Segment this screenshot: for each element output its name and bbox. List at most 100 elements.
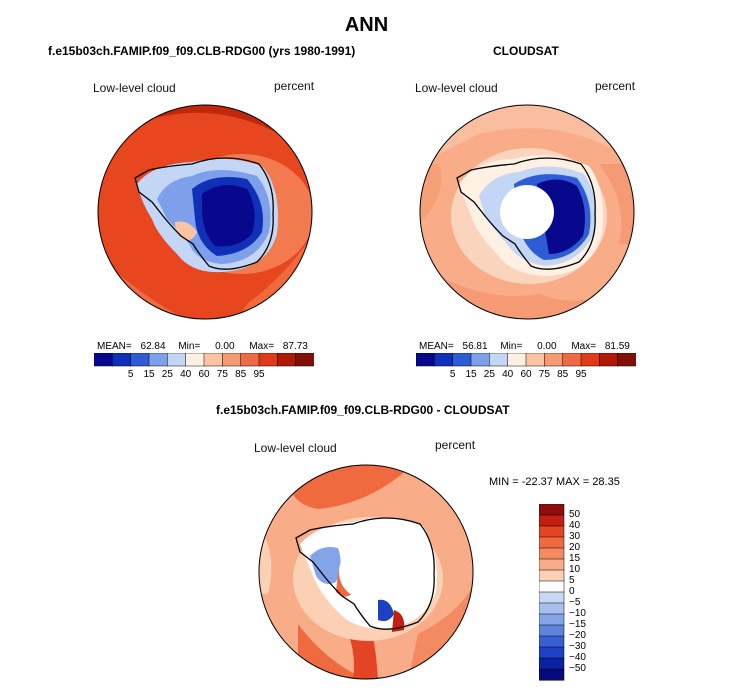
colorbar-swatch — [539, 569, 565, 582]
colorbar-tick-label: 75 — [216, 369, 228, 380]
colorbar-tick-label: 85 — [235, 369, 247, 380]
panel-1-variable: Low-level cloud — [93, 81, 176, 95]
panel-1-title: f.e15b03ch.FAMIP.f09_f09.CLB-RDG00 (yrs … — [48, 44, 356, 58]
colorbar-tick-label: −15 — [569, 619, 586, 630]
colorbar-tick-label: 40 — [569, 520, 581, 531]
panel-1-min: 0.00 — [215, 341, 235, 352]
panel-1-mean-label: MEAN= — [97, 341, 132, 352]
colorbar-swatch — [277, 353, 297, 367]
colorbar-tick-label: 50 — [569, 509, 581, 520]
panel-3-units: percent — [435, 438, 476, 452]
colorbar-swatch — [148, 353, 169, 367]
panel-2-title: CLOUDSAT — [493, 44, 559, 58]
colorbar-tick-label: −20 — [569, 630, 586, 641]
colorbar-swatch — [539, 536, 565, 549]
panel-2-colorbar: 5 15 25 40 60 75 85 95 — [416, 353, 636, 383]
colorbar-tick-label: 25 — [161, 369, 173, 380]
colorbar-swatches — [539, 504, 565, 681]
panel-1-stats: MEAN= 62.84 Min= 0.00 Max= 87.73 — [97, 341, 308, 352]
colorbar-tick-label: 25 — [483, 369, 495, 380]
panel-1-max: 87.73 — [282, 341, 308, 352]
colorbar-swatch — [539, 558, 565, 571]
colorbar-tick-label: 10 — [569, 564, 581, 575]
colorbar-swatch — [203, 353, 224, 367]
colorbar-swatch — [222, 353, 242, 367]
colorbar-tick-label: 85 — [557, 369, 569, 380]
colorbar-swatch — [507, 353, 527, 367]
colorbar-swatch — [295, 353, 314, 367]
colorbar-swatch — [539, 668, 565, 681]
colorbar-tick-label: 95 — [253, 369, 265, 380]
colorbar-tick-label: −5 — [569, 597, 581, 608]
colorbar-swatch — [489, 353, 509, 367]
colorbar-swatch — [539, 602, 565, 615]
main-title: ANN — [344, 14, 389, 36]
panel-1-mean: 62.84 — [140, 341, 166, 352]
colorbar-tick-label: 40 — [180, 369, 192, 380]
colorbar-tick-label: 15 — [465, 369, 477, 380]
panel-2-max-label: Max= — [571, 341, 597, 352]
colorbar-tick-label: 20 — [569, 542, 581, 553]
panel-3-variable: Low-level cloud — [254, 441, 337, 455]
panel-3-map — [258, 464, 474, 680]
panel-2-map — [419, 104, 635, 320]
colorbar-tick-label: 30 — [569, 531, 581, 542]
colorbar-swatch — [539, 547, 565, 560]
colorbar-swatches — [416, 353, 636, 367]
colorbar-tick-label: 5 — [569, 575, 575, 586]
panel-3-title: f.e15b03ch.FAMIP.f09_f09.CLB-RDG00 - CLO… — [216, 403, 510, 417]
colorbar-tick-label: 5 — [127, 369, 134, 380]
panel-1-units: percent — [274, 79, 315, 93]
colorbar-swatch — [617, 353, 636, 367]
colorbar-swatch — [539, 514, 565, 527]
colorbar-swatch — [539, 635, 565, 648]
colorbar-swatch — [539, 504, 565, 516]
colorbar-swatch — [539, 580, 565, 593]
colorbar-swatch — [416, 353, 436, 367]
colorbar-tick-label: −40 — [569, 652, 586, 663]
colorbar-swatch — [258, 353, 279, 367]
colorbar-swatch — [452, 353, 472, 367]
colorbar-swatch — [130, 353, 150, 367]
colorbar-tick-label: 75 — [538, 369, 550, 380]
panel-2-min: 0.00 — [537, 341, 557, 352]
colorbar-tick-label: −50 — [569, 663, 586, 674]
panel-2-mean-label: MEAN= — [419, 341, 454, 352]
panel-2-mean: 56.81 — [462, 341, 488, 352]
colorbar-swatch — [470, 353, 491, 367]
panel-1-max-label: Max= — [249, 341, 275, 352]
panel-1-map — [97, 104, 313, 320]
panel-2-max: 81.59 — [604, 341, 630, 352]
colorbar-tick-label: 60 — [198, 369, 210, 380]
colorbar-tick-label: −30 — [569, 641, 586, 652]
panel-2-min-label: Min= — [500, 341, 523, 352]
colorbar-swatch — [112, 353, 132, 367]
colorbar-swatch — [434, 353, 454, 367]
colorbar-tick-label: 5 — [449, 369, 456, 380]
colorbar-swatch — [167, 353, 187, 367]
colorbar-swatch — [539, 657, 565, 670]
colorbar-swatch — [599, 353, 619, 367]
colorbar-swatch — [525, 353, 546, 367]
panel-2-units: percent — [595, 79, 636, 93]
panel-3-colorbar: 50 40 30 20 15 10 5 0 −5 −10 −15 −20 −30 −40 −50 — [539, 504, 619, 684]
colorbar-swatch — [185, 353, 205, 367]
colorbar-swatch — [539, 624, 565, 637]
panel-3-stats: MIN = -22.37 MAX = 28.35 — [489, 476, 620, 488]
colorbar-tick-label: 40 — [502, 369, 514, 380]
colorbar-swatch — [539, 525, 565, 538]
colorbar-swatch — [240, 353, 260, 367]
colorbar-swatch — [539, 613, 565, 626]
panel-1-min-label: Min= — [178, 341, 201, 352]
colorbar-tick-label: −10 — [569, 608, 586, 619]
colorbar-tick-label: 0 — [569, 586, 575, 597]
colorbar-swatch — [539, 591, 565, 604]
colorbar-swatch — [539, 646, 565, 659]
colorbar-tick-label: 95 — [575, 369, 587, 380]
panel-2-variable: Low-level cloud — [415, 81, 498, 95]
colorbar-swatch — [544, 353, 564, 367]
colorbar-tick-label: 15 — [569, 553, 581, 564]
colorbar-swatch — [562, 353, 582, 367]
colorbar-tick-label: 15 — [143, 369, 155, 380]
panel-1-colorbar: 5 15 25 40 60 75 85 95 — [94, 353, 314, 383]
